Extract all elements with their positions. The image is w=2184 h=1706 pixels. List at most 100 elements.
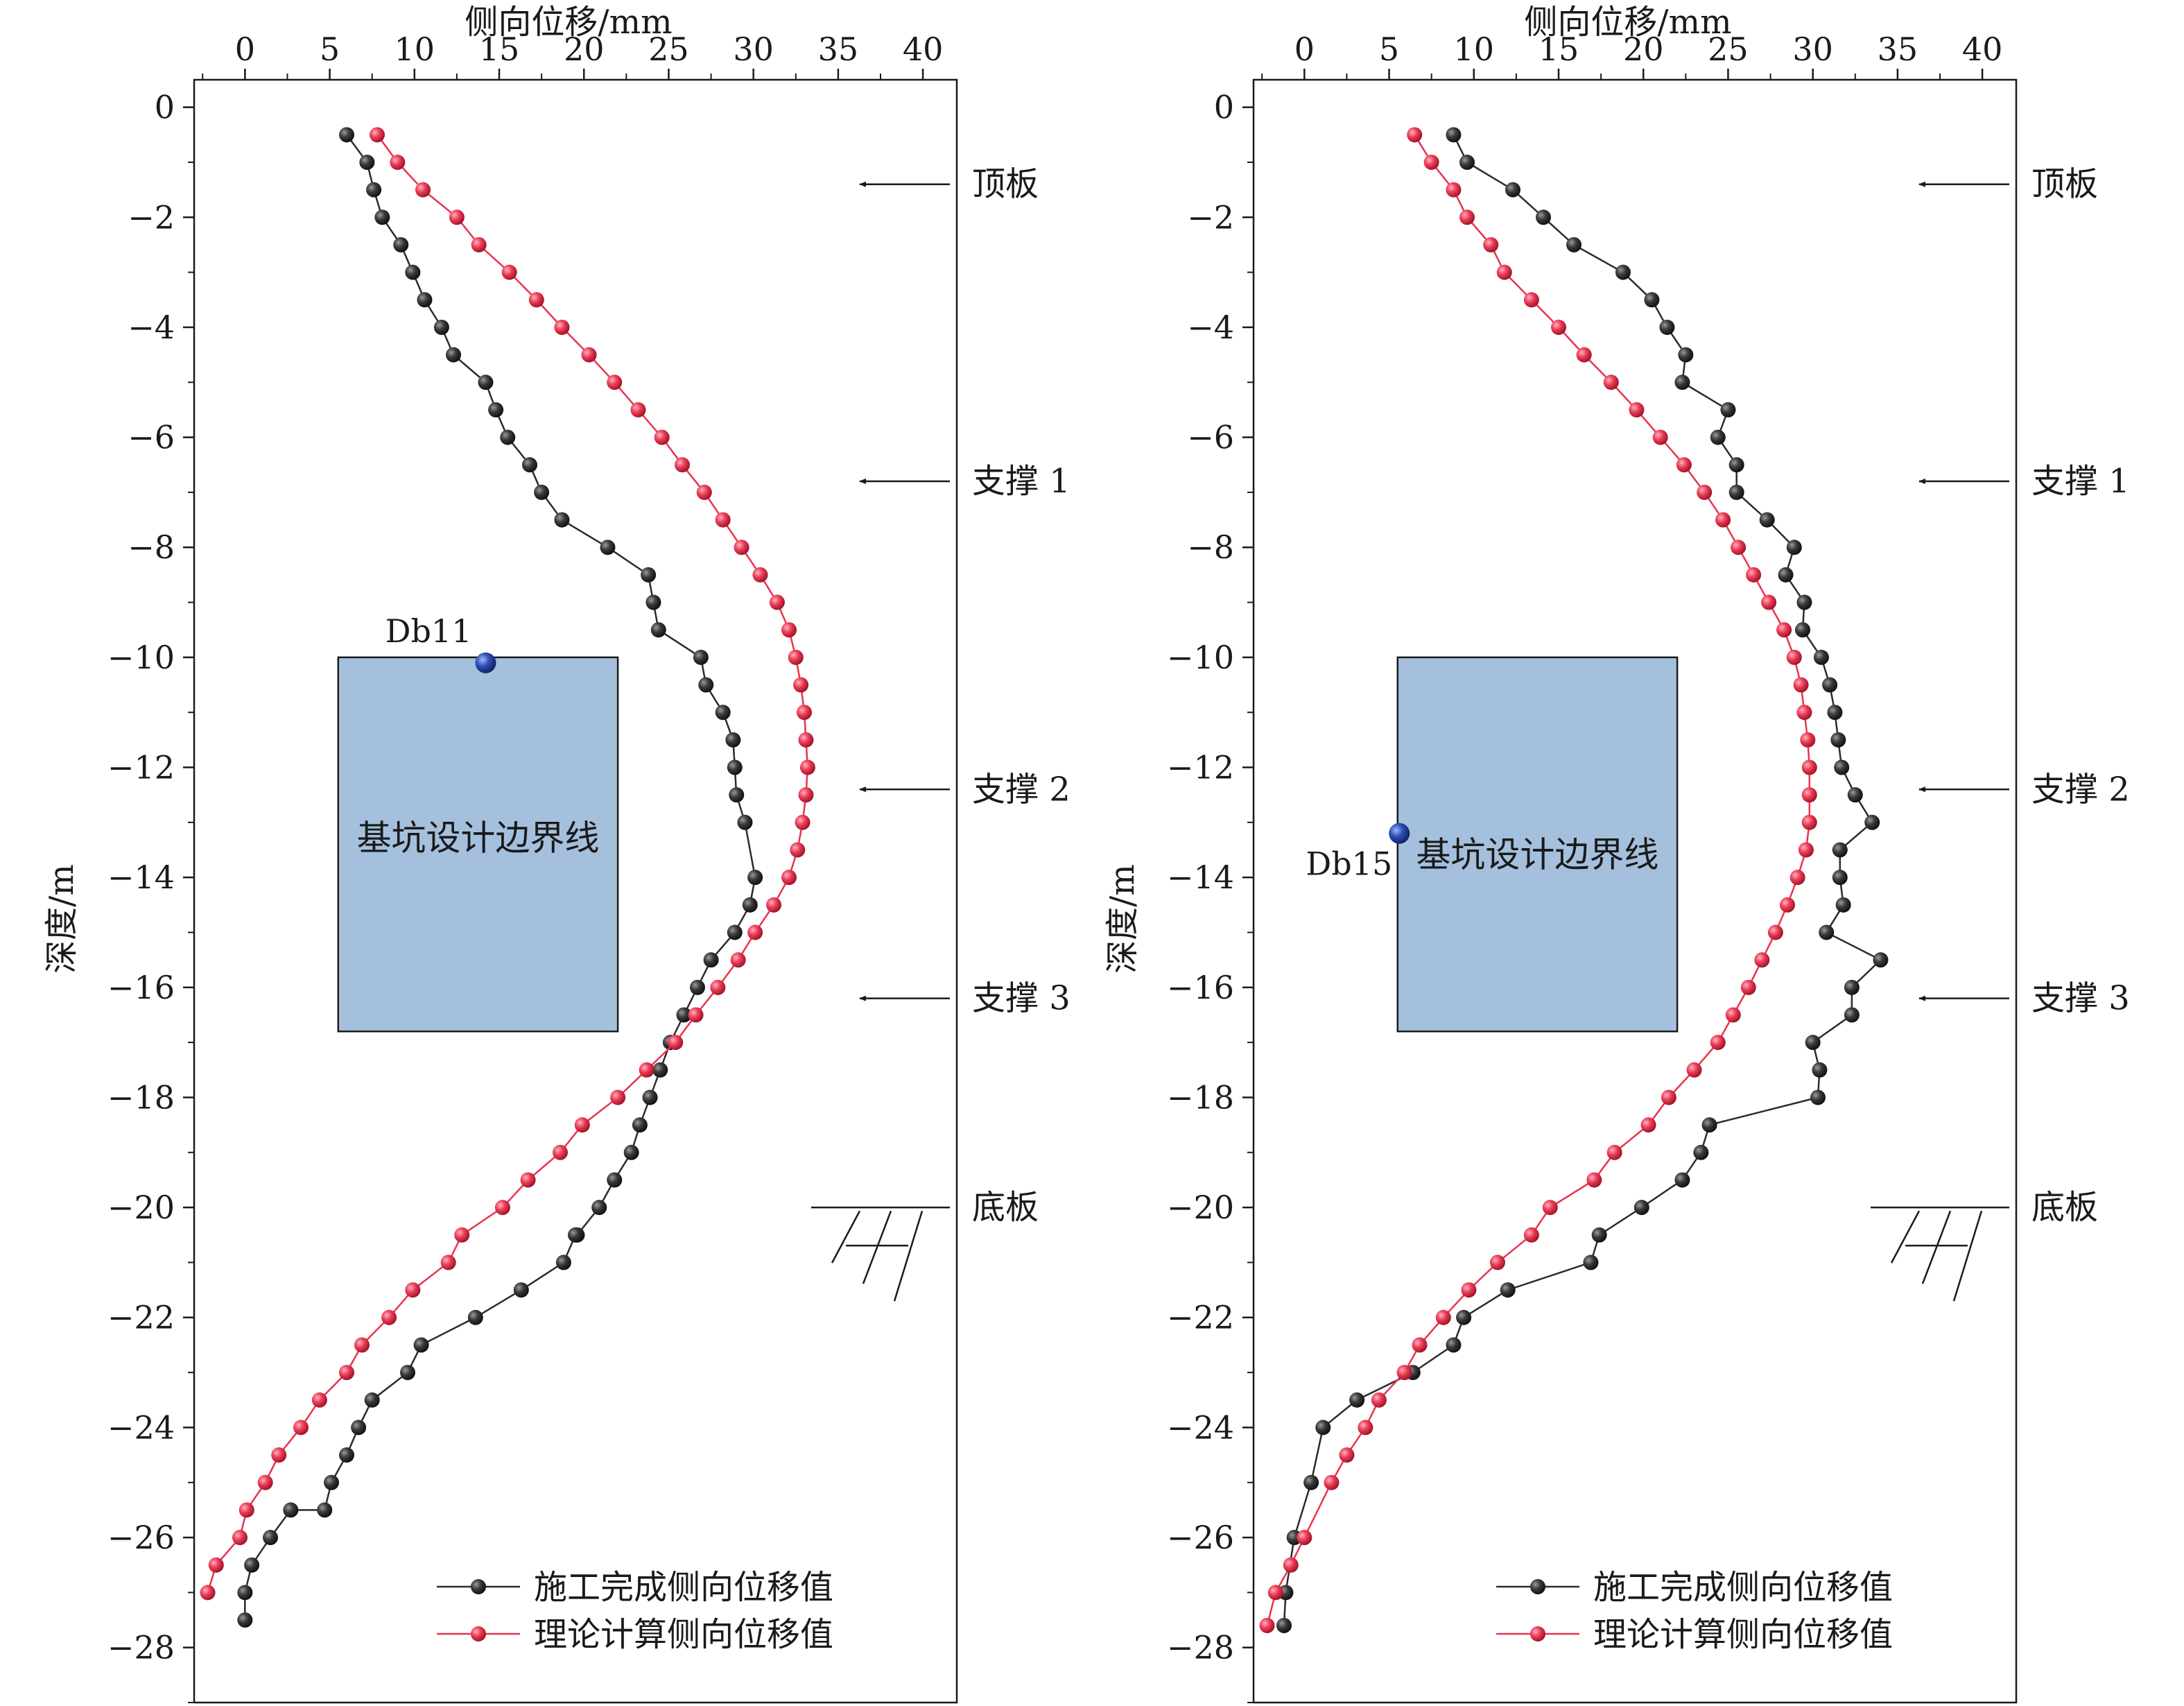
data-point-1 bbox=[1754, 952, 1770, 968]
data-point-1 bbox=[574, 1117, 590, 1133]
data-point-1 bbox=[1283, 1557, 1299, 1573]
data-point-1 bbox=[1324, 1474, 1340, 1490]
data-point-1 bbox=[799, 759, 815, 775]
data-point-1 bbox=[1676, 457, 1692, 473]
ground-hatch bbox=[1921, 1210, 1952, 1284]
data-point-0 bbox=[623, 1144, 639, 1160]
data-point-1 bbox=[798, 732, 814, 748]
data-point-0 bbox=[339, 1447, 354, 1463]
data-point-1 bbox=[1483, 236, 1499, 252]
data-point-0 bbox=[1759, 512, 1775, 528]
data-point-0 bbox=[1822, 677, 1838, 693]
data-point-1 bbox=[790, 842, 806, 858]
data-point-0 bbox=[324, 1474, 339, 1490]
data-point-1 bbox=[311, 1392, 327, 1408]
data-point-0 bbox=[1276, 1617, 1292, 1633]
design-boundary-box bbox=[337, 656, 619, 1033]
data-point-1 bbox=[1423, 154, 1439, 170]
data-point-0 bbox=[1819, 924, 1835, 940]
data-point-1 bbox=[581, 347, 597, 363]
data-point-0 bbox=[478, 374, 494, 390]
data-point-1 bbox=[1776, 622, 1792, 638]
data-point-1 bbox=[675, 457, 690, 473]
data-point-0 bbox=[1659, 319, 1675, 335]
data-point-1 bbox=[1801, 787, 1817, 803]
y-tick-label: −8 bbox=[128, 528, 175, 566]
x-tick-label: 0 bbox=[235, 31, 255, 68]
data-point-0 bbox=[317, 1502, 333, 1518]
left-panel: 0 5 10 15 20 25 30 35 40 0 −2 −4 −6 −8 −10 −12 −14 −16 −18… bbox=[42, 3, 1071, 1704]
data-point-1 bbox=[1789, 870, 1805, 886]
y-tick-label: −28 bbox=[1167, 1629, 1234, 1666]
data-point-0 bbox=[652, 1062, 668, 1078]
legend-label: 施工完成侧向位移值 bbox=[534, 1568, 833, 1607]
data-point-1 bbox=[1801, 814, 1817, 830]
data-point-1 bbox=[1767, 924, 1783, 940]
legend-label: 理论计算侧向位移值 bbox=[1593, 1615, 1893, 1654]
data-point-1 bbox=[1407, 127, 1423, 143]
data-point-1 bbox=[1793, 677, 1809, 693]
data-point-1 bbox=[1796, 705, 1812, 721]
level-label: 支撑 2 bbox=[2031, 770, 2130, 809]
y-tick-label: −22 bbox=[107, 1299, 175, 1336]
y-tick-label: −16 bbox=[107, 969, 175, 1006]
data-point-0 bbox=[1456, 1309, 1472, 1325]
data-point-0 bbox=[1644, 292, 1660, 308]
data-point-0 bbox=[1303, 1474, 1319, 1490]
data-point-0 bbox=[1832, 842, 1848, 858]
y-tick-label: −24 bbox=[107, 1408, 175, 1446]
data-point-1 bbox=[1267, 1585, 1283, 1601]
data-point-1 bbox=[668, 1035, 684, 1051]
data-point-0 bbox=[690, 979, 705, 995]
x-tick-label: 30 bbox=[1792, 31, 1833, 68]
data-point-0 bbox=[1710, 429, 1726, 445]
data-point-0 bbox=[534, 484, 550, 500]
data-point-1 bbox=[208, 1557, 224, 1573]
data-point-1 bbox=[696, 484, 712, 500]
data-point-1 bbox=[734, 540, 749, 555]
data-point-0 bbox=[1864, 814, 1880, 830]
data-point-1 bbox=[715, 512, 731, 528]
x-tick-label: 15 bbox=[1539, 31, 1579, 68]
y-tick-label: −12 bbox=[107, 749, 175, 786]
level-label: 支撑 3 bbox=[2031, 979, 2130, 1018]
data-point-1 bbox=[1746, 567, 1762, 583]
data-point-0 bbox=[1674, 374, 1690, 390]
data-point-1 bbox=[354, 1337, 370, 1353]
y-tick-label: −26 bbox=[107, 1519, 175, 1556]
data-point-0 bbox=[1615, 264, 1631, 280]
data-point-0 bbox=[1678, 347, 1694, 363]
data-point-0 bbox=[359, 154, 375, 170]
level-label: 支撑 3 bbox=[972, 979, 1071, 1018]
y-tick-label: −26 bbox=[1167, 1519, 1234, 1556]
data-point-1 bbox=[370, 127, 385, 143]
level-label: 底板 bbox=[972, 1188, 1039, 1227]
data-point-0 bbox=[1446, 127, 1462, 143]
data-point-1 bbox=[1661, 1089, 1676, 1105]
data-point-0 bbox=[1701, 1117, 1717, 1133]
data-point-1 bbox=[390, 154, 406, 170]
x-tick-label: 25 bbox=[1708, 31, 1749, 68]
y-tick-label: −10 bbox=[107, 639, 175, 676]
data-point-1 bbox=[1551, 319, 1566, 335]
data-point-0 bbox=[1500, 1282, 1516, 1298]
x-tick-label: 0 bbox=[1294, 31, 1315, 68]
data-point-1 bbox=[239, 1502, 254, 1518]
data-point-1 bbox=[553, 1144, 568, 1160]
data-point-1 bbox=[1396, 1365, 1412, 1381]
data-point-0 bbox=[393, 236, 409, 252]
data-point-1 bbox=[1496, 264, 1512, 280]
y-tick-label: −6 bbox=[1187, 419, 1234, 456]
data-point-1 bbox=[747, 924, 763, 940]
right-panel: 0 5 10 15 20 25 30 35 40 0 −2 −4 −6 −8 −10 −12 −14 −16 −18… bbox=[1103, 3, 2130, 1704]
data-point-0 bbox=[607, 1172, 623, 1188]
data-point-0 bbox=[283, 1502, 299, 1518]
data-point-1 bbox=[797, 705, 812, 721]
data-point-1 bbox=[449, 209, 465, 225]
y-tick-label: 0 bbox=[1214, 89, 1234, 126]
y-tick-label: 0 bbox=[155, 89, 175, 126]
marker-point-label: Db11 bbox=[385, 612, 472, 650]
data-point-1 bbox=[710, 979, 726, 995]
data-point-0 bbox=[1830, 732, 1846, 748]
data-point-1 bbox=[554, 319, 570, 335]
